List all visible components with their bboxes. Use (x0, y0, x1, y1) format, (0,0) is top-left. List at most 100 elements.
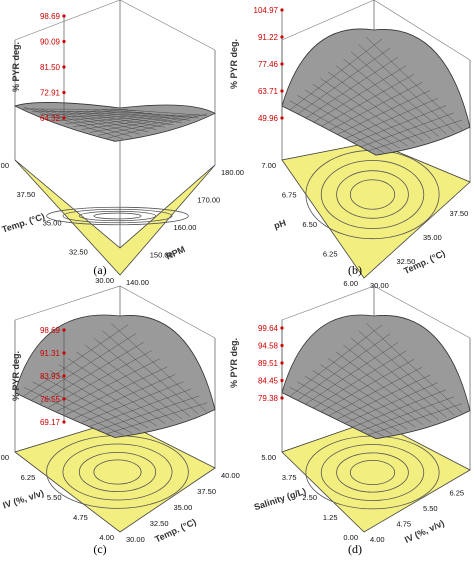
z-tick-marker (62, 397, 66, 401)
x-axis-label: RPM (164, 244, 186, 262)
panel-caption: (a) (93, 263, 106, 277)
response-surface (281, 314, 471, 440)
surface-mesh-line (58, 110, 157, 130)
z-axis-label: % PYR deg. (229, 338, 239, 388)
z-tick-label: 98.69 (40, 326, 61, 335)
x-tick-label: 32.50 (397, 257, 416, 266)
z-tick-marker (280, 116, 284, 120)
y-axis-label: Salinity (g/L) (253, 486, 307, 512)
x-tick-label: 32.50 (150, 519, 169, 528)
y-axis-label: Temp. (°C) (1, 211, 46, 234)
surface-mesh-line (102, 330, 199, 415)
box-top-edge (14, 285, 216, 339)
contour-line (349, 179, 396, 210)
surface-mesh-line (23, 324, 129, 397)
z-tick-marker (62, 14, 66, 18)
surface-mesh-line (305, 56, 399, 119)
surface-mesh-line (321, 359, 415, 412)
panel-caption: (d) (348, 542, 362, 556)
surface-mesh-line (328, 367, 423, 416)
x-tick-label: 40.00 (221, 471, 240, 480)
surface-mesh-line (313, 350, 407, 409)
surface-mesh-line (48, 113, 152, 118)
x-tick-label: 5.50 (423, 504, 438, 513)
x-tick-label: 180.00 (221, 168, 244, 177)
y-tick-label: 3.75 (282, 473, 297, 482)
response-surface (281, 28, 471, 156)
z-tick-label: 104.97 (254, 6, 279, 15)
x-tick-label: 150.00 (150, 251, 173, 260)
y-tick-label: 35.00 (43, 219, 62, 228)
x-tick-label: 140.00 (126, 278, 149, 287)
z-tick-marker (280, 35, 284, 39)
y-tick-label: 6.00 (343, 279, 358, 288)
z-tick-label: 90.09 (40, 38, 61, 47)
contour-line (62, 443, 173, 501)
surface-mesh-line (320, 364, 416, 428)
x-tick-label: 30.00 (370, 281, 389, 290)
y-tick-label: 32.50 (69, 247, 88, 256)
y-tick-label: 4.75 (73, 513, 88, 522)
panel-caption: (b) (348, 263, 362, 277)
z-tick-label: 72.91 (40, 89, 61, 98)
y-axis-label: pH (273, 218, 288, 231)
surface-mesh-line (368, 119, 463, 152)
y-tick-label: 7.00 (0, 453, 9, 462)
panel-a: 98.69 90.09 81.50 72.91 64.32 % PYR deg. 140.0… (0, 0, 244, 287)
y-tick-label: 7.00 (261, 161, 276, 170)
surface-mesh-line (335, 351, 431, 423)
contour-line (93, 212, 142, 220)
z-tick-marker (280, 396, 284, 400)
surface-mesh-line (56, 358, 160, 412)
y-tick-label: 6.75 (282, 191, 297, 200)
surface-mesh-line (358, 44, 455, 132)
surface-mesh-line (48, 350, 152, 408)
y-axis-label: IV (%, v/v) (2, 488, 46, 511)
surface-mesh-line (106, 402, 208, 434)
y-tick-label: 6.50 (302, 220, 317, 229)
z-tick-label: 84.45 (258, 377, 279, 386)
surface-mesh-line (350, 51, 447, 135)
x-tick-label: 170.00 (197, 196, 220, 205)
surface-mesh-line (102, 109, 199, 119)
contour-line (93, 459, 142, 485)
contour-line (78, 210, 157, 222)
surface-mesh-line (73, 374, 176, 419)
z-tick-marker (280, 361, 284, 365)
surface-mesh-line (352, 105, 447, 143)
contour-line (320, 160, 425, 229)
z-tick-marker (280, 8, 284, 12)
panel-caption: (c) (93, 542, 106, 556)
y-tick-label: 0.00 (343, 533, 358, 542)
z-tick-label: 99.64 (258, 324, 279, 333)
z-axis-label: % PYR deg. (229, 39, 239, 89)
z-tick-label: 69.17 (40, 418, 61, 427)
surface-mesh-line (360, 396, 455, 432)
contour-plane (14, 419, 216, 533)
z-tick-marker (280, 378, 284, 383)
surface-mesh-line (84, 344, 182, 419)
surface-mesh-line (328, 82, 423, 131)
y-tick-label: 5.00 (261, 453, 276, 462)
z-tick-label: 98.69 (40, 12, 61, 21)
z-tick-marker (280, 89, 284, 93)
y-tick-label: 2.50 (302, 493, 317, 502)
z-tick-marker (62, 328, 66, 332)
box-top-edge (14, 0, 216, 51)
surface-mesh-line (360, 112, 455, 148)
surface-mesh-line (343, 58, 439, 137)
z-tick-marker (280, 343, 284, 348)
z-tick-marker (62, 90, 66, 95)
panel-d: 99.64 94.58 89.51 84.45 79.38 % PYR deg. 4.00 4… (229, 285, 471, 556)
z-tick-marker (62, 420, 66, 424)
surface-mesh-line (336, 90, 431, 135)
y-tick-label: 5.50 (47, 493, 62, 502)
surface-mesh-line (344, 382, 439, 424)
z-axis-label: % PYR deg. (11, 42, 21, 92)
z-tick-label: 89.51 (258, 359, 279, 368)
surface-mesh-line (93, 337, 191, 417)
x-tick-label: 6.25 (450, 489, 465, 498)
surface-mesh-line (344, 98, 439, 139)
